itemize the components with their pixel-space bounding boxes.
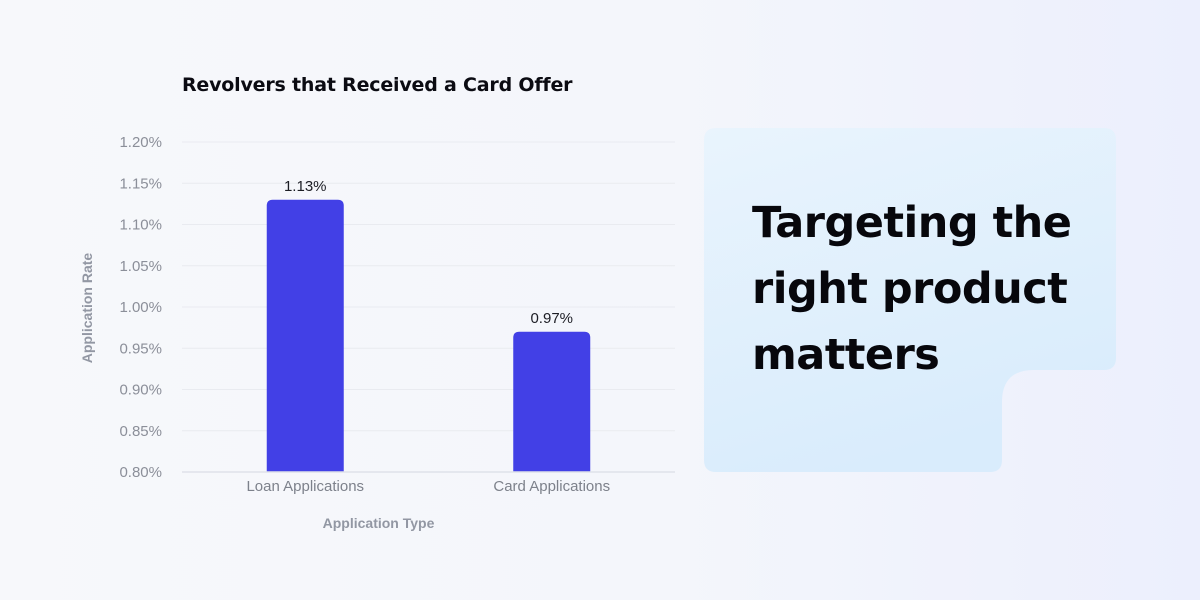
y-axis-title: Application Rate [79, 253, 95, 364]
y-tick-label: 0.85% [119, 423, 162, 440]
y-tick-label: 1.20% [119, 134, 162, 151]
x-axis-categories: Loan Applications Card Applications [246, 478, 610, 495]
bar-value-label: 0.97% [530, 310, 573, 327]
y-tick-label: 1.15% [119, 175, 162, 192]
y-tick-label: 1.10% [119, 217, 162, 234]
y-axis-ticks: 0.80% 0.85% 0.90% 0.95% 1.00% 1.05% 1.10% 1.15%… [119, 134, 162, 481]
gridlines [182, 141, 675, 432]
callout-heading: Targeting the right product matters [752, 190, 1092, 388]
y-tick-label: 0.95% [119, 340, 162, 357]
y-tick-label: 1.00% [119, 299, 162, 316]
y-tick-label: 0.90% [119, 382, 162, 399]
callout-line-1: Targeting the [752, 198, 1072, 248]
bar [266, 199, 344, 472]
x-axis-title: Application Type [323, 515, 435, 531]
callout-card [704, 128, 1116, 472]
y-tick-label: 0.80% [119, 464, 162, 481]
y-tick-label: 1.05% [119, 258, 162, 275]
bar-chart: 0.80% 0.85% 0.90% 0.95% 1.00% 1.05% 1.10% 1.15%… [79, 134, 675, 531]
bar-value-label: 1.13% [284, 178, 327, 195]
callout-line-3: matters [752, 330, 940, 380]
x-category-label: Loan Applications [246, 478, 364, 495]
bar [513, 331, 591, 472]
x-category-label: Card Applications [493, 478, 610, 495]
chart-title: Revolvers that Received a Card Offer [182, 74, 573, 96]
callout-line-2: right product [752, 264, 1068, 314]
bars: 1.13% 0.97% [266, 178, 591, 472]
